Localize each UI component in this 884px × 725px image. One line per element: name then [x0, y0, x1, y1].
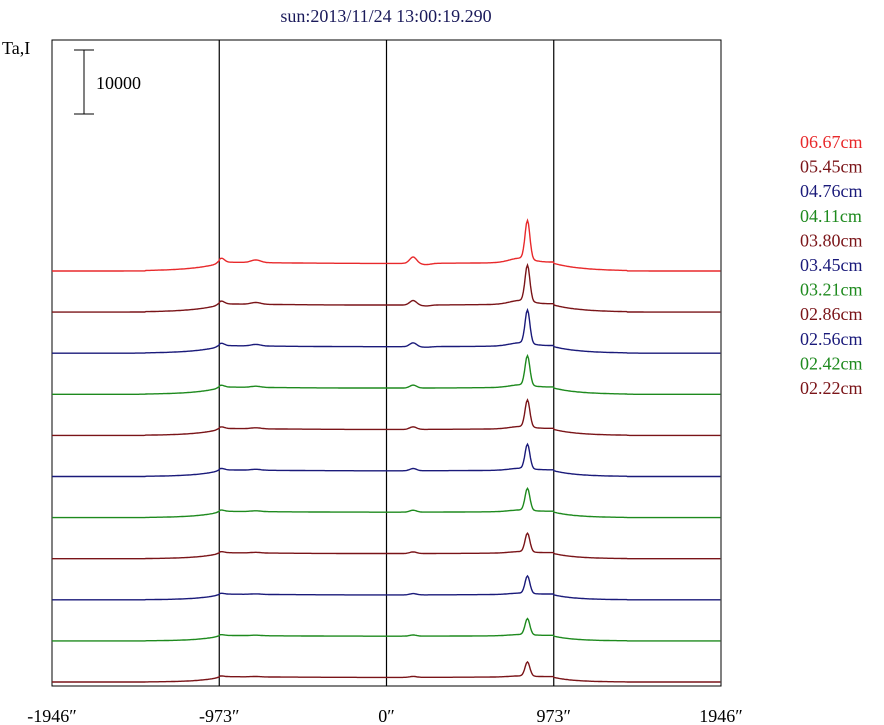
scale-bar: 10000 — [74, 49, 141, 115]
legend-entry-02.86cm: 02.86cm — [800, 304, 863, 324]
legend-entry-05.45cm: 05.45cm — [800, 157, 863, 177]
series-line-03.21cm — [52, 486, 721, 519]
series-line-02.86cm — [52, 531, 721, 560]
x-tick-label-4: 1946″ — [699, 706, 743, 725]
legend-entry-06.67cm: 06.67cm — [800, 132, 863, 152]
scale-bar-label: 10000 — [96, 73, 141, 93]
series-line-04.76cm — [52, 307, 721, 354]
x-tick-label-2: 0″ — [378, 706, 395, 725]
x-tick-label-0: -1946″ — [27, 706, 77, 725]
x-tick-labels: -1946″ -973″ 0″ 973″ 1946″ — [27, 706, 743, 725]
series-line-04.11cm — [52, 353, 721, 395]
chart-title: sun:2013/11/24 13:00:19.290 — [280, 6, 491, 26]
series-line-02.22cm — [52, 660, 721, 683]
legend-entry-03.21cm: 03.21cm — [800, 280, 863, 300]
series-line-05.45cm — [52, 262, 721, 313]
y-axis-label: Ta,I — [2, 38, 30, 58]
series-line-03.80cm — [52, 398, 721, 437]
vertical-reference-lines — [218, 40, 555, 686]
legend-entry-02.56cm: 02.56cm — [800, 329, 863, 349]
legend: 06.67cm 05.45cm 04.76cm 04.11cm 03.80cm 03.45… — [800, 132, 863, 398]
x-tick-label-1: -973″ — [199, 706, 240, 725]
series-line-03.45cm — [52, 442, 721, 478]
legend-entry-02.42cm: 02.42cm — [800, 353, 863, 373]
x-tick-label-3: 973″ — [537, 706, 572, 725]
series-curves — [52, 218, 721, 683]
series-line-02.56cm — [52, 574, 721, 601]
legend-entry-04.11cm: 04.11cm — [800, 206, 862, 226]
legend-entry-03.80cm: 03.80cm — [800, 230, 863, 250]
legend-entry-03.45cm: 03.45cm — [800, 255, 863, 275]
series-line-06.67cm — [52, 218, 721, 272]
legend-entry-02.22cm: 02.22cm — [800, 378, 863, 398]
series-line-02.42cm — [52, 617, 721, 642]
legend-entry-04.76cm: 04.76cm — [800, 181, 863, 201]
